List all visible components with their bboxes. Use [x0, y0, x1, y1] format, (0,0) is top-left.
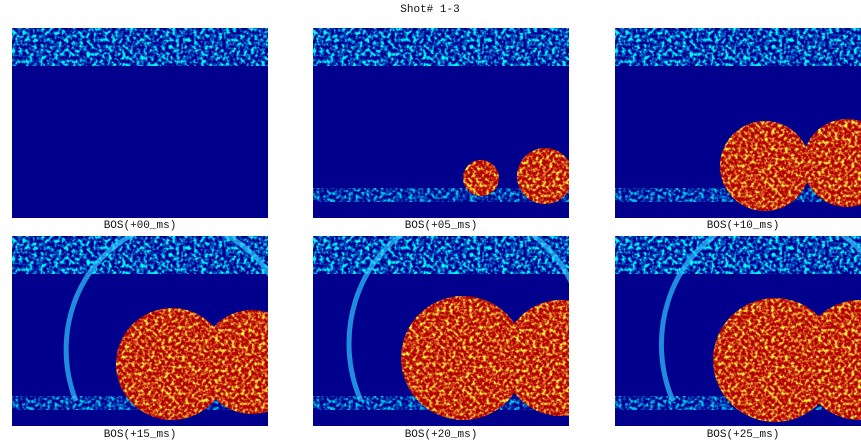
noise-band [313, 236, 569, 274]
shock-arc [658, 236, 861, 402]
panel-label: BOS(+10_ms) [707, 220, 780, 232]
panel-label: BOS(+05_ms) [405, 220, 478, 232]
panel-label: BOS(+00_ms) [104, 220, 177, 232]
hot-blob-texture [463, 160, 499, 196]
hot-blob-texture [720, 121, 810, 211]
image-panel [313, 28, 569, 218]
noise-band [12, 236, 268, 274]
ground-band [313, 188, 569, 202]
noise-band [615, 236, 861, 274]
image-panel [313, 236, 569, 426]
hot-blob-texture [517, 148, 569, 204]
noise-band [615, 28, 861, 66]
figure-title: Shot# 1-3 [400, 4, 459, 16]
image-panel [12, 28, 268, 218]
hot-blob-texture [800, 300, 861, 420]
image-panel [12, 236, 268, 426]
image-panel [615, 236, 861, 426]
panel-label: BOS(+15_ms) [104, 429, 177, 441]
panel-label: BOS(+20_ms) [405, 429, 478, 441]
shock-arc [63, 236, 268, 402]
panel-label: BOS(+25_ms) [707, 429, 780, 441]
hot-blob-texture [200, 310, 268, 414]
hot-blob-texture [803, 119, 861, 207]
hot-blob-texture [116, 308, 228, 420]
hot-blob-texture [503, 300, 569, 416]
hot-blob-texture [401, 296, 525, 420]
image-panel [615, 28, 861, 218]
shock-arc [346, 236, 569, 403]
noise-band [12, 28, 268, 66]
hot-blob-texture [713, 298, 837, 422]
noise-band [313, 28, 569, 66]
